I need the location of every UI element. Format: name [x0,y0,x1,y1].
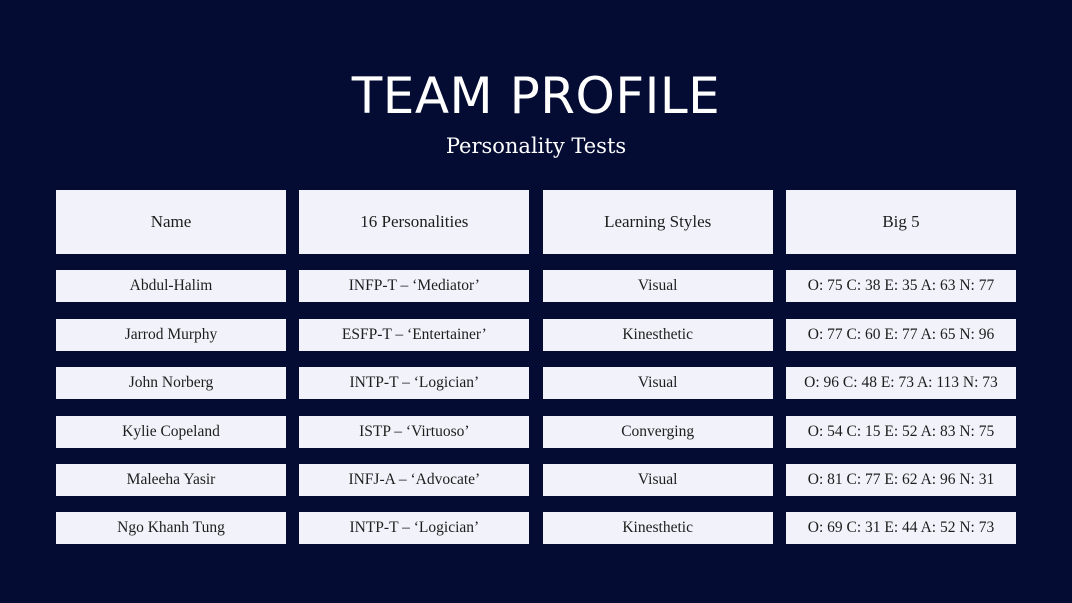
header-big-5: Big 5 [785,190,1016,254]
cell-16-personalities: INFP-T – ‘Mediator’ [299,270,530,303]
cell-16-personalities: INFJ-A – ‘Advocate’ [299,463,530,496]
cell-16-personalities: ESFP-T – ‘Entertainer’ [299,318,530,351]
cell-name: Jarrod Murphy [56,318,286,351]
header-learning-styles: Learning Styles [542,190,773,254]
slide-title: TEAM PROFILE [351,67,721,125]
header-name: Name [56,190,286,254]
cell-big-5: O: 69 C: 31 E: 44 A: 52 N: 73 [785,512,1016,545]
cell-name: Ngo Khanh Tung [56,512,286,545]
cell-learning-style: Visual [542,270,773,303]
cell-learning-style: Kinesthetic [542,512,773,545]
cell-16-personalities: ISTP – ‘Virtuoso’ [299,415,530,448]
cell-name: John Norberg [56,367,286,400]
cell-learning-style: Converging [542,415,773,448]
cell-name: Kylie Copeland [56,415,286,448]
header-16-personalities: 16 Personalities [299,190,530,254]
cell-16-personalities: INTP-T – ‘Logician’ [299,512,530,545]
cell-big-5: O: 77 C: 60 E: 77 A: 65 N: 96 [785,318,1016,351]
cell-learning-style: Visual [542,367,773,400]
cell-big-5: O: 96 C: 48 E: 73 A: 113 N: 73 [785,367,1016,400]
cell-learning-style: Kinesthetic [542,318,773,351]
cell-big-5: O: 54 C: 15 E: 52 A: 83 N: 75 [785,415,1016,448]
team-profile-table: Name 16 Personalities Learning Styles Bi… [56,190,1016,545]
slide-subtitle: Personality Tests [445,134,627,158]
cell-name: Maleeha Yasir [56,463,286,496]
cell-big-5: O: 75 C: 38 E: 35 A: 63 N: 77 [785,270,1016,303]
cell-name: Abdul-Halim [56,270,286,303]
cell-learning-style: Visual [542,463,773,496]
cell-big-5: O: 81 C: 77 E: 62 A: 96 N: 31 [785,463,1016,496]
cell-16-personalities: INTP-T – ‘Logician’ [299,367,530,400]
